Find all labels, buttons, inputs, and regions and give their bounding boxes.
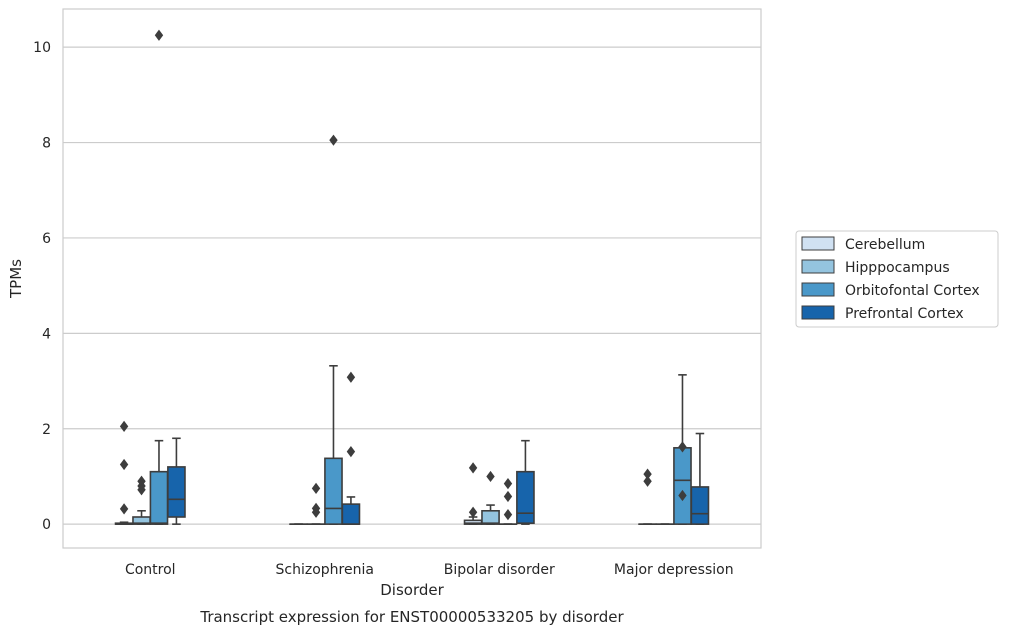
outlier-point	[503, 478, 513, 490]
legend-entries: Cerebellum Hipppocampus Orbitofontal Corte…	[801, 236, 980, 322]
outlier-point	[311, 482, 321, 494]
outlier-point	[486, 470, 495, 483]
outlier-point	[468, 506, 478, 518]
legend-label: Cerebellum	[845, 237, 925, 253]
y-tick-label: 10	[33, 40, 51, 56]
outlier-point	[346, 446, 356, 458]
plot-frame	[62, 8, 762, 549]
outlier-point	[503, 490, 513, 503]
y-tick-label: 8	[42, 136, 51, 152]
box	[463, 462, 483, 525]
outlier-point	[137, 484, 146, 496]
legend-frame	[795, 230, 999, 328]
y-tick-label: 0	[42, 517, 51, 533]
box-iqr	[516, 470, 535, 524]
chart-caption: Transcript expression for ENST0000053320…	[199, 608, 624, 626]
box-series	[114, 29, 710, 525]
plot-background	[63, 9, 761, 548]
box	[690, 432, 710, 525]
series-cerebellum	[114, 420, 657, 525]
outlier-point	[329, 134, 338, 146]
box	[498, 478, 518, 525]
outlier-point	[643, 468, 652, 480]
legend-label: Hipppocampus	[845, 260, 950, 276]
outlier-point	[503, 509, 513, 521]
series-orbitofontal-cortex	[149, 29, 692, 525]
box	[324, 134, 343, 525]
box	[481, 470, 500, 525]
box	[167, 437, 186, 525]
legend: Cerebellum Hipppocampus Orbitofontal Corte…	[795, 230, 999, 328]
y-tick-label: 6	[42, 231, 51, 247]
legend-label: Prefrontal Cortex	[845, 306, 964, 322]
box	[673, 374, 692, 525]
legend-swatch	[801, 305, 835, 320]
outlier-point	[154, 29, 164, 41]
series-prefrontal-cortex	[167, 371, 710, 525]
box-iqr	[673, 447, 692, 525]
outlier-point	[119, 458, 129, 471]
y-axis-title: TPMs	[7, 259, 25, 299]
legend-label: Orbitofontal Cortex	[845, 283, 980, 299]
y-tick-label: 2	[42, 422, 51, 438]
outlier-point	[468, 462, 478, 474]
box-iqr	[324, 457, 343, 525]
x-tick-labels: Control Schizophrenia Bipolar disorder Majo…	[125, 562, 734, 578]
box	[516, 439, 535, 525]
y-tick-labels: 0 2 4 6 8 10	[33, 40, 51, 533]
outlier-point	[311, 506, 321, 518]
box	[341, 371, 361, 525]
legend-swatch	[801, 282, 835, 297]
outlier-point	[678, 441, 687, 453]
box	[132, 475, 151, 525]
box-iqr	[690, 486, 710, 525]
box-iqr	[149, 470, 169, 525]
box-iqr	[341, 503, 361, 525]
outlier-point	[119, 420, 129, 432]
box	[306, 482, 326, 525]
legend-swatch	[801, 259, 835, 274]
series-hipppocampus	[132, 470, 675, 525]
x-tick-label: Major depression	[614, 562, 734, 578]
x-tick-label: Schizophrenia	[276, 562, 374, 578]
outlier-point	[678, 489, 687, 502]
outlier-point	[346, 371, 356, 383]
x-tick-label: Bipolar disorder	[444, 562, 555, 578]
outlier-point	[119, 503, 129, 515]
y-tick-label: 4	[42, 326, 51, 342]
box-iqr	[481, 509, 500, 525]
outlier-point	[643, 475, 652, 487]
x-tick-label: Control	[125, 562, 176, 578]
x-axis-title: Disorder	[380, 581, 444, 599]
box-iqr	[167, 466, 186, 518]
legend-swatch	[801, 236, 835, 251]
